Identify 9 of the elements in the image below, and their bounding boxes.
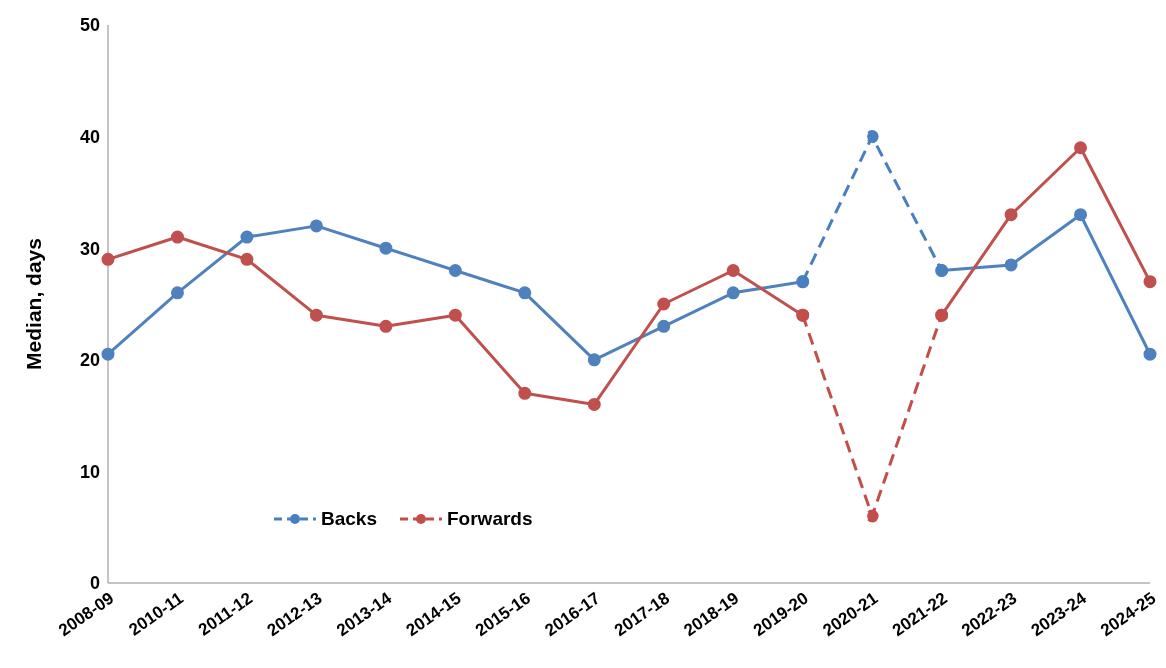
y-tick-label: 40 (79, 126, 100, 147)
y-tick-label: 30 (79, 238, 100, 259)
y-tick-label: 20 (79, 350, 100, 371)
y-tick-label: 0 (89, 573, 100, 594)
y-tick-label: 50 (79, 15, 100, 36)
y-tick-label: 10 (79, 461, 100, 482)
legend-label: Forwards (447, 508, 533, 530)
y-axis-title: Median, days (22, 238, 46, 370)
legend-label: Backs (321, 508, 377, 530)
